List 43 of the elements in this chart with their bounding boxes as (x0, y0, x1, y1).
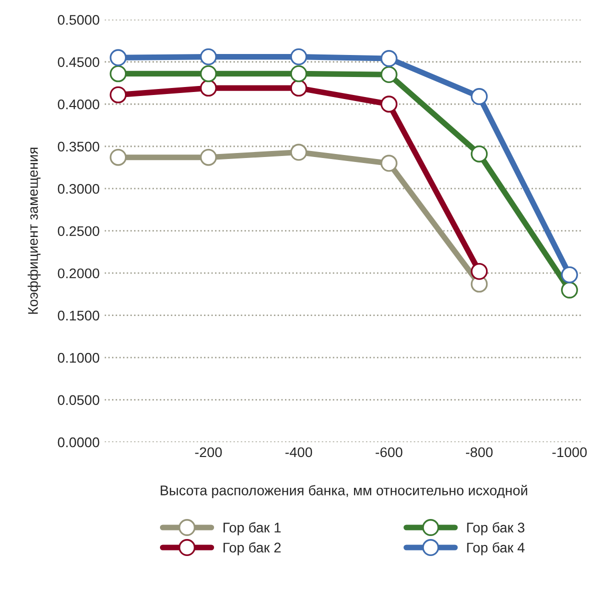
point (110, 148, 127, 166)
x-tick-label: -800 (466, 447, 493, 458)
y-tick-label: 0.3000 (58, 184, 100, 194)
y-axis-title: Коэффициент замещения (28, 148, 41, 314)
y-tick-label: 0.3500 (58, 142, 100, 152)
y-tick-label: 0.2500 (58, 226, 100, 236)
y-tick-label: 0.1500 (58, 310, 100, 321)
point (470, 262, 488, 280)
point (470, 88, 488, 105)
legend-label: Гор бак 3 (467, 522, 524, 536)
x-axis-title: Высота расположения банка, мм относительно исходной (160, 484, 528, 498)
point (561, 282, 578, 298)
point (110, 49, 127, 66)
point (200, 65, 217, 82)
legend-label: Гор бак 4 (467, 542, 525, 556)
point (200, 80, 217, 97)
y-tick-label: 0.2000 (58, 268, 100, 278)
point (110, 65, 127, 82)
point (290, 65, 308, 82)
point (380, 154, 398, 172)
point (110, 86, 127, 104)
point (200, 148, 217, 166)
point (380, 66, 398, 84)
x-tick-label: -1000 (552, 447, 587, 458)
legend-label: Гор бак 1 (224, 522, 281, 536)
point (290, 144, 308, 161)
point (470, 146, 488, 162)
y-tick-label: 0.5000 (58, 14, 100, 25)
legend-label: Гор бак 2 (224, 542, 281, 556)
x-tick-label: -200 (195, 447, 222, 458)
y-tick-label: 0.0500 (58, 395, 100, 406)
point (290, 80, 308, 97)
x-tick-label: -400 (285, 447, 312, 458)
y-tick-label: 0.4500 (58, 57, 100, 68)
y-tick-label: 0.4000 (58, 99, 100, 110)
point (561, 266, 578, 284)
y-tick-label: 0.1000 (58, 352, 100, 363)
point (380, 50, 398, 67)
y-tick-label: 0.0000 (58, 437, 100, 448)
x-tick-label: -600 (376, 447, 402, 458)
point (200, 48, 217, 66)
point (290, 48, 308, 66)
point (380, 96, 398, 113)
